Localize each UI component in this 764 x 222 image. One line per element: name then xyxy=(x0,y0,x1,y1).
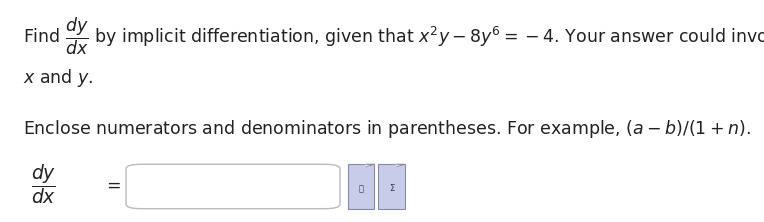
Text: 🔍: 🔍 xyxy=(358,184,364,193)
FancyBboxPatch shape xyxy=(348,164,374,209)
Polygon shape xyxy=(367,164,374,166)
Text: $=$: $=$ xyxy=(103,175,121,193)
Text: Enclose numerators and denominators in parentheses. For example, $(a - b)/(1 + n: Enclose numerators and denominators in p… xyxy=(23,118,750,140)
FancyBboxPatch shape xyxy=(378,164,405,209)
Text: Σ: Σ xyxy=(389,184,394,193)
Polygon shape xyxy=(397,164,405,166)
Text: $x$ and $y$.: $x$ and $y$. xyxy=(23,67,93,89)
Text: Find $\dfrac{dy}{dx}$ by implicit differentiation, given that $x^2 y - 8y^6 = -4: Find $\dfrac{dy}{dx}$ by implicit differ… xyxy=(23,16,764,57)
Text: $\dfrac{dy}{dx}$: $\dfrac{dy}{dx}$ xyxy=(31,162,56,206)
FancyBboxPatch shape xyxy=(126,164,340,209)
